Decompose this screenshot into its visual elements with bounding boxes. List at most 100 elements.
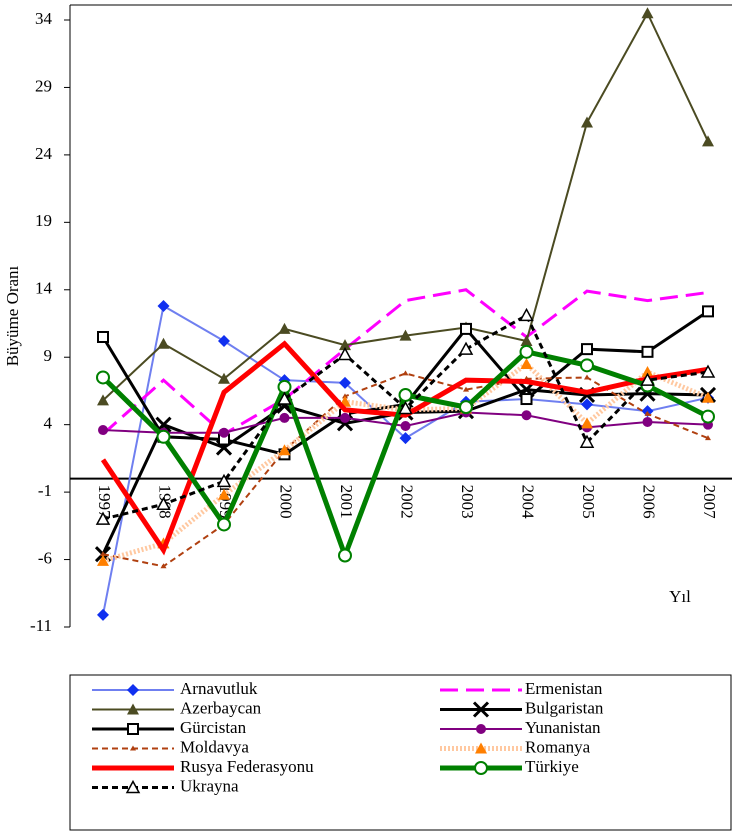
legend-label: Arnavutluk (180, 679, 258, 698)
point (97, 394, 109, 406)
x-tick-label: 2002 (398, 485, 417, 519)
legend-marker (130, 745, 136, 751)
point (644, 410, 651, 416)
legend-label: Bulgaristan (525, 698, 604, 717)
y-tick-label: -11 (30, 616, 52, 635)
legend-label: Gürcistan (180, 718, 247, 737)
point (278, 444, 291, 456)
y-tick-label: 34 (35, 9, 53, 28)
legend-marker (125, 779, 141, 794)
point (460, 322, 472, 335)
legend-label: Moldavya (180, 737, 249, 756)
legend-label: Romanya (525, 737, 591, 756)
point (218, 335, 230, 348)
legend-label: Rusya Federasyonu (180, 757, 314, 776)
point (705, 435, 711, 441)
point (580, 358, 594, 373)
legend-label: Yunanistan (525, 718, 601, 737)
point (156, 429, 171, 444)
series-line (101, 349, 710, 563)
point (581, 417, 593, 429)
x-tick-label: 2001 (337, 485, 356, 519)
point (700, 364, 716, 378)
point (520, 357, 533, 369)
point (642, 416, 653, 427)
x-tick-label: 1997 (95, 485, 114, 519)
point (399, 329, 412, 341)
x-tick-label: 2000 (277, 485, 296, 519)
point (156, 496, 171, 511)
point (218, 488, 230, 500)
x-tick-label: 2004 (519, 485, 538, 519)
legend-marker (475, 742, 487, 754)
point (279, 412, 290, 423)
series-line (102, 304, 709, 616)
point (641, 345, 654, 358)
y-tick-label: -1 (38, 481, 52, 500)
y-tick-label: 14 (35, 279, 53, 298)
point (337, 346, 353, 361)
point (701, 409, 715, 424)
point (339, 376, 351, 389)
point (521, 410, 532, 421)
point (702, 135, 714, 147)
point (399, 432, 412, 445)
legend-box (69, 674, 732, 831)
point (97, 554, 109, 566)
point (581, 116, 593, 128)
point (340, 412, 350, 423)
legend-label: Ermenistan (525, 679, 603, 698)
x-tick-label: 2007 (700, 485, 719, 519)
legend-marker (127, 723, 139, 735)
point (95, 511, 111, 525)
legend-marker (476, 724, 486, 734)
point (398, 400, 413, 415)
point (157, 299, 170, 312)
point (157, 337, 170, 349)
x-tick-label: 2006 (640, 485, 659, 519)
legend-label: Azerbaycan (180, 698, 262, 717)
point (581, 343, 593, 356)
y-tick-label: 9 (44, 346, 53, 365)
point (98, 425, 108, 436)
x-tick-label: 2003 (458, 485, 477, 519)
point (339, 339, 351, 351)
point (519, 307, 534, 322)
x-axis-label: Yıl (669, 587, 691, 606)
point (278, 322, 291, 334)
series-line (102, 360, 709, 564)
point (640, 372, 655, 386)
point (398, 387, 413, 402)
point (641, 7, 654, 19)
point (277, 391, 292, 405)
point (520, 335, 533, 347)
point (702, 391, 714, 403)
point (277, 379, 292, 394)
point (160, 563, 167, 569)
point (219, 427, 229, 438)
y-tick-label: 19 (35, 211, 52, 230)
series-line (102, 11, 709, 402)
point (520, 393, 533, 406)
point (581, 398, 593, 411)
legend-label: Türkiye (525, 757, 579, 776)
point (579, 434, 595, 448)
point (217, 517, 231, 532)
y-tick-label: 24 (35, 144, 53, 163)
point (459, 400, 473, 415)
x-tick-label: 2005 (579, 485, 598, 519)
point (218, 372, 230, 384)
point (97, 330, 109, 343)
y-tick-label: 29 (35, 76, 52, 95)
point (519, 344, 534, 359)
legend-label: Ukrayna (180, 776, 239, 795)
legend-marker (474, 761, 488, 775)
point (97, 608, 109, 621)
point (96, 370, 110, 385)
point (641, 366, 654, 378)
legend-marker (127, 684, 139, 696)
point (338, 548, 352, 563)
point (584, 374, 590, 380)
point (463, 386, 469, 392)
